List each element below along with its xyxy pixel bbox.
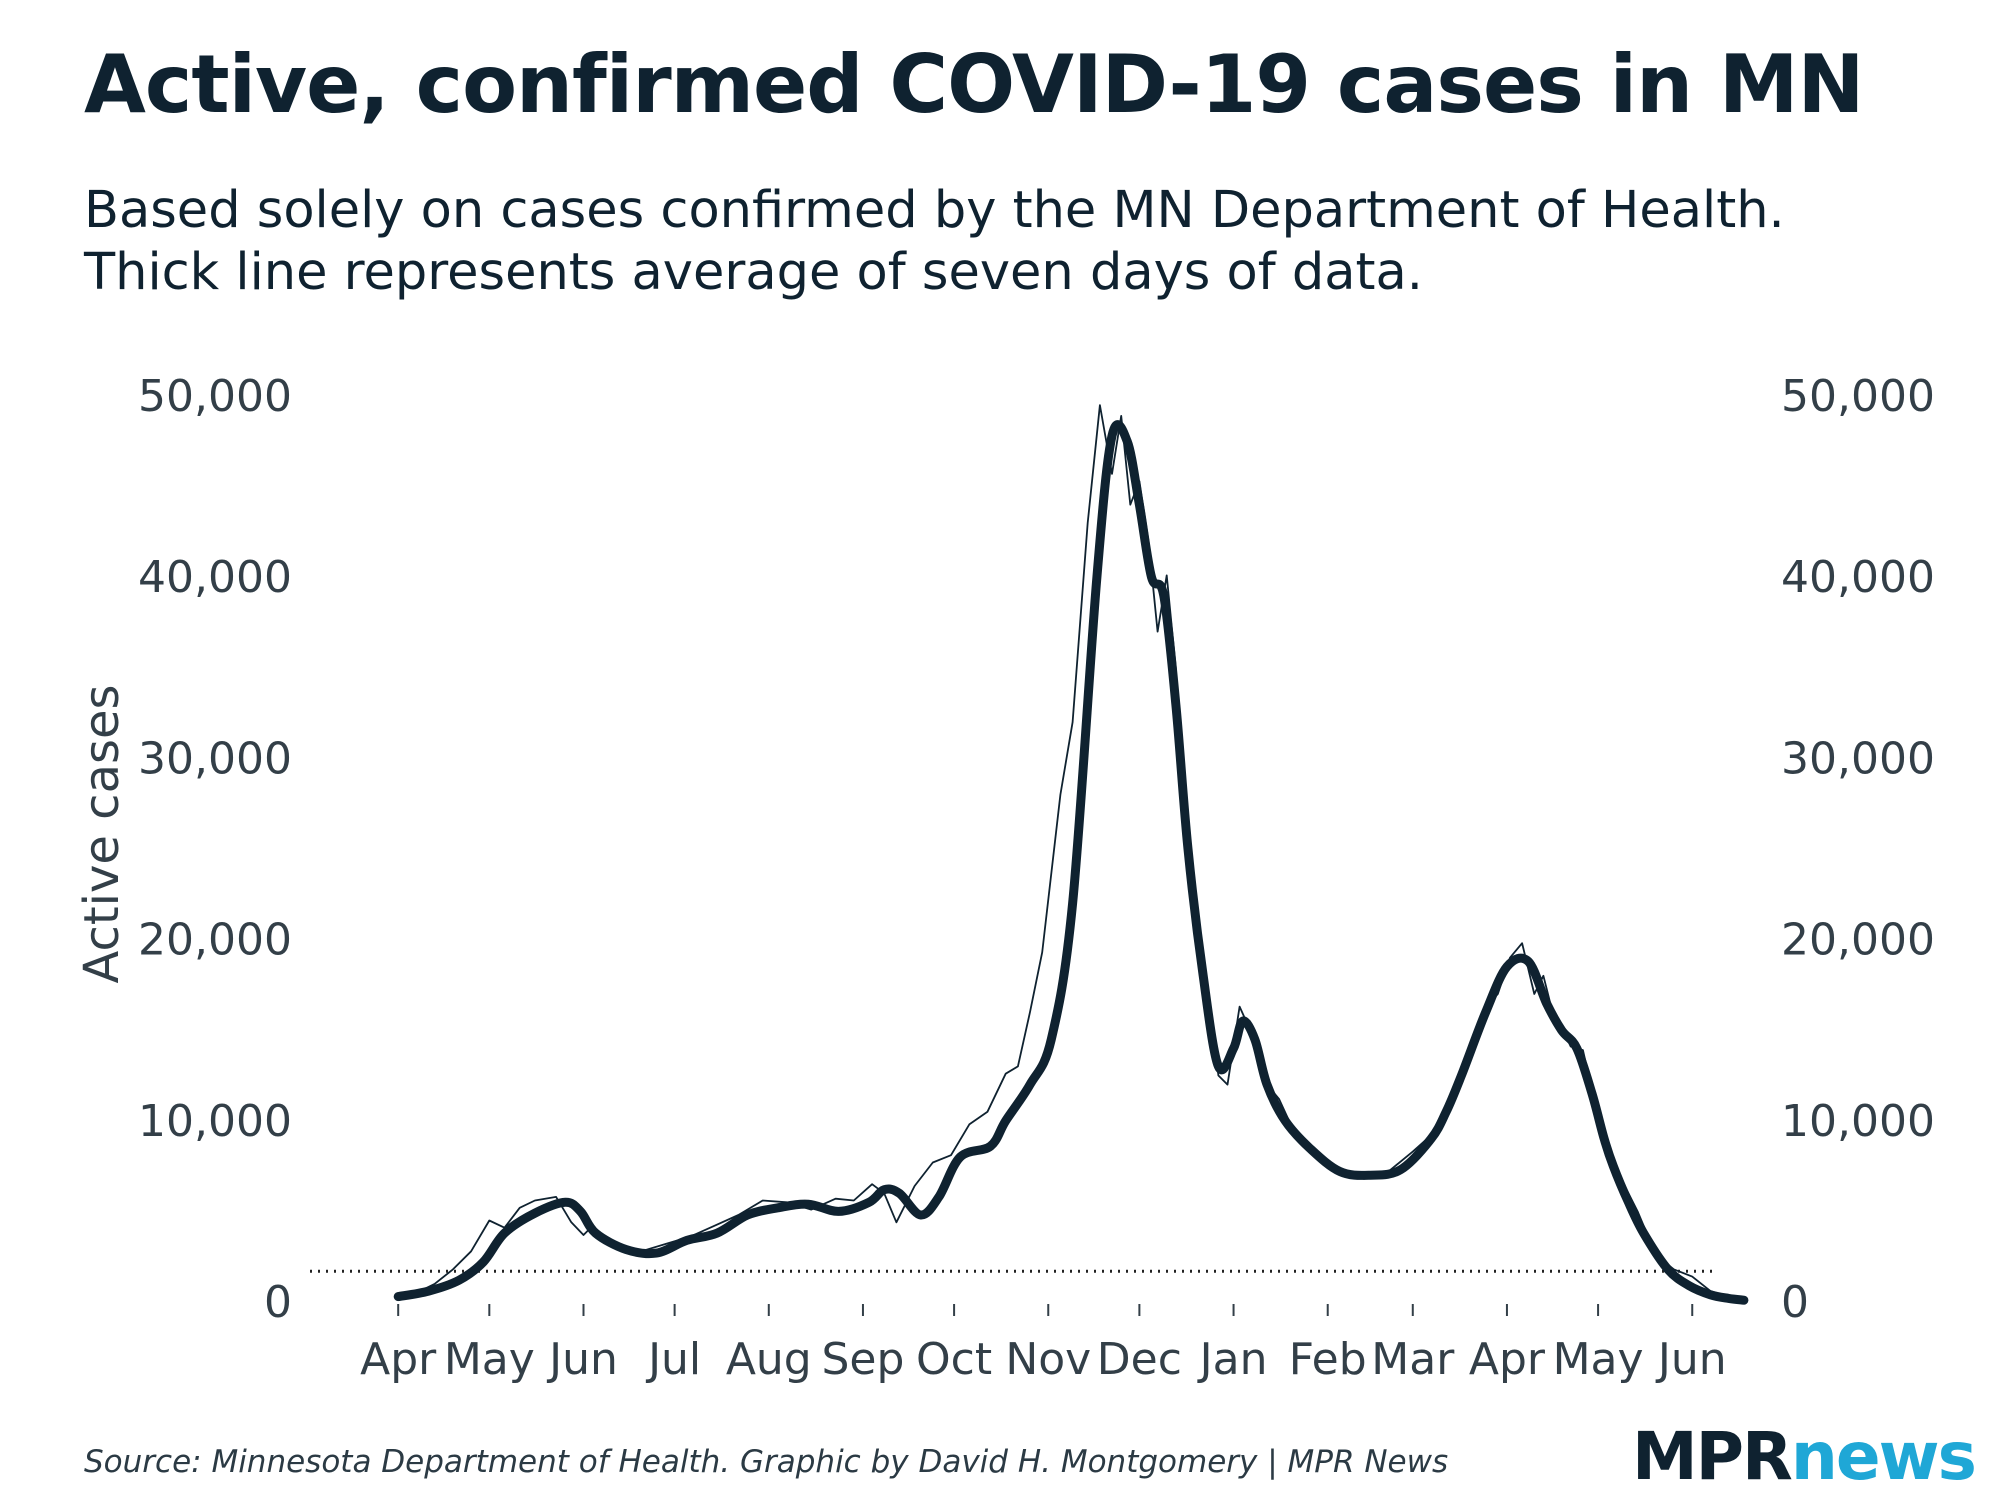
x-axis: Apr May Jun Jul Aug Sep Oct Nov Dec Jan Feb Mar Apr M… <box>360 1304 1727 1385</box>
x-tick-label: Jun <box>546 1334 618 1385</box>
y-tick-label-right: 10,000 <box>1781 1096 1935 1147</box>
y-tick-label-right: 20,000 <box>1781 915 1935 966</box>
y-tick-label-left: 0 <box>264 1277 292 1328</box>
x-tick-label: Apr <box>360 1334 437 1385</box>
y-axis-label: Active cases <box>74 684 130 983</box>
source-note: Source: Minnesota Department of Health. … <box>84 1444 1449 1480</box>
y-tick-label-left: 40,000 <box>138 552 292 603</box>
y-tick-label-right: 30,000 <box>1781 733 1935 784</box>
x-tick-label: Mar <box>1371 1334 1455 1385</box>
x-tick-label: Apr <box>1469 1334 1546 1385</box>
series-group <box>393 404 1749 1305</box>
chart-subtitle: Based solely on cases confirmed by the M… <box>84 180 1934 304</box>
y-tick-label-left: 10,000 <box>138 1096 292 1147</box>
x-tick-label: May <box>444 1334 535 1385</box>
x-tick-label: Jan <box>1197 1334 1268 1385</box>
series-line-daily <box>397 404 1745 1302</box>
subtitle-line-2: Thick line represents average of seven d… <box>84 243 1423 302</box>
y-tick-label-left: 50,000 <box>138 371 292 422</box>
mpr-news-logo: MPRnews <box>1632 1418 1977 1495</box>
y-tick-label-right: 40,000 <box>1781 552 1935 603</box>
x-tick-label: Dec <box>1097 1334 1182 1385</box>
logo-news: news <box>1790 1418 1977 1495</box>
x-tick-label: Sep <box>821 1334 904 1385</box>
x-tick-label: Feb <box>1289 1334 1367 1385</box>
x-tick-label: Oct <box>916 1334 992 1385</box>
logo-mpr: MPR <box>1632 1418 1793 1495</box>
y-tick-label-right: 0 <box>1781 1277 1809 1328</box>
y-tick-label-left: 30,000 <box>138 733 292 784</box>
series-line-7-day-average <box>393 420 1749 1305</box>
y-axis-right: 0 10,000 20,000 30,000 40,000 50,000 <box>1781 371 1935 1328</box>
y-tick-label-right: 50,000 <box>1781 371 1935 422</box>
y-axis-left: 0 10,000 20,000 30,000 40,000 50,000 <box>138 371 292 1328</box>
x-tick-label: May <box>1553 1334 1644 1385</box>
x-tick-label: Aug <box>726 1334 812 1385</box>
x-tick-label: Jul <box>645 1334 701 1385</box>
chart-title: Active, confirmed COVID-19 cases in MN <box>84 38 1864 131</box>
x-tick-label: Jun <box>1655 1334 1727 1385</box>
x-tick-label: Nov <box>1005 1334 1091 1385</box>
subtitle-line-1: Based solely on cases confirmed by the M… <box>84 181 1785 240</box>
y-tick-label-left: 20,000 <box>138 915 292 966</box>
